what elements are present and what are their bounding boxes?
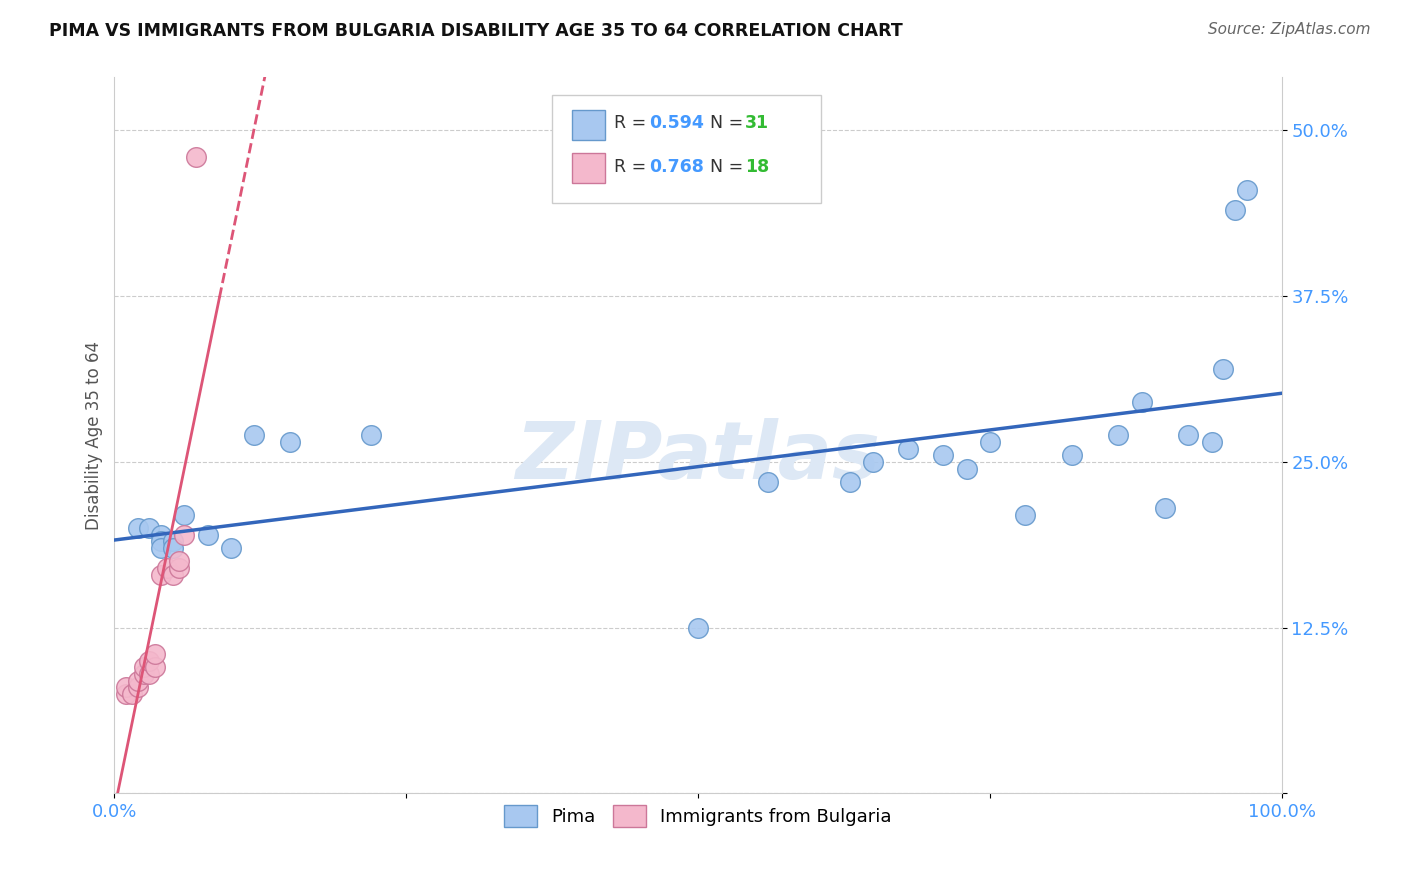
Point bbox=[197, 528, 219, 542]
Point bbox=[278, 435, 301, 450]
Point bbox=[897, 442, 920, 456]
Point bbox=[1236, 183, 1258, 197]
Point bbox=[219, 541, 242, 555]
Point bbox=[162, 567, 184, 582]
Point bbox=[955, 461, 977, 475]
Text: N =: N = bbox=[710, 158, 748, 176]
Text: 0.594: 0.594 bbox=[650, 114, 704, 132]
Point bbox=[156, 561, 179, 575]
Text: ZIPatlas: ZIPatlas bbox=[516, 417, 880, 496]
Point bbox=[167, 554, 190, 568]
Point bbox=[115, 681, 138, 695]
Point bbox=[1223, 202, 1246, 217]
Text: Source: ZipAtlas.com: Source: ZipAtlas.com bbox=[1208, 22, 1371, 37]
Text: R =: R = bbox=[614, 158, 652, 176]
Point bbox=[1154, 501, 1177, 516]
Point bbox=[173, 528, 195, 542]
Point bbox=[162, 541, 184, 555]
Point bbox=[686, 621, 709, 635]
FancyBboxPatch shape bbox=[553, 95, 821, 202]
Point bbox=[121, 687, 143, 701]
Legend: Pima, Immigrants from Bulgaria: Pima, Immigrants from Bulgaria bbox=[496, 798, 898, 834]
Point bbox=[360, 428, 382, 442]
Point bbox=[1212, 362, 1234, 376]
Point bbox=[132, 667, 155, 681]
Point bbox=[150, 541, 173, 555]
Point bbox=[1060, 448, 1083, 462]
Point bbox=[1201, 435, 1223, 450]
Text: 0.768: 0.768 bbox=[650, 158, 704, 176]
Point bbox=[1130, 395, 1153, 409]
Point bbox=[132, 660, 155, 674]
Point bbox=[162, 534, 184, 549]
Point bbox=[127, 673, 149, 688]
Point bbox=[932, 448, 955, 462]
Text: N =: N = bbox=[710, 114, 748, 132]
Point bbox=[1177, 428, 1199, 442]
Point bbox=[127, 681, 149, 695]
Text: R =: R = bbox=[614, 114, 652, 132]
Point bbox=[138, 521, 160, 535]
Text: 18: 18 bbox=[745, 158, 769, 176]
FancyBboxPatch shape bbox=[572, 111, 605, 140]
Point bbox=[143, 647, 166, 661]
Point bbox=[167, 561, 190, 575]
Text: PIMA VS IMMIGRANTS FROM BULGARIA DISABILITY AGE 35 TO 64 CORRELATION CHART: PIMA VS IMMIGRANTS FROM BULGARIA DISABIL… bbox=[49, 22, 903, 40]
Point bbox=[862, 455, 884, 469]
Text: 31: 31 bbox=[745, 114, 769, 132]
Point bbox=[1107, 428, 1129, 442]
Point bbox=[184, 150, 207, 164]
Point bbox=[150, 528, 173, 542]
Point bbox=[115, 687, 138, 701]
Point bbox=[138, 654, 160, 668]
Point bbox=[150, 534, 173, 549]
Point bbox=[143, 660, 166, 674]
Point bbox=[138, 667, 160, 681]
Point bbox=[838, 475, 860, 489]
Y-axis label: Disability Age 35 to 64: Disability Age 35 to 64 bbox=[86, 341, 103, 530]
Point bbox=[243, 428, 266, 442]
Point bbox=[756, 475, 779, 489]
Point bbox=[127, 521, 149, 535]
Point bbox=[979, 435, 1001, 450]
Point bbox=[1014, 508, 1036, 522]
Point bbox=[150, 567, 173, 582]
FancyBboxPatch shape bbox=[572, 153, 605, 184]
Point bbox=[173, 508, 195, 522]
